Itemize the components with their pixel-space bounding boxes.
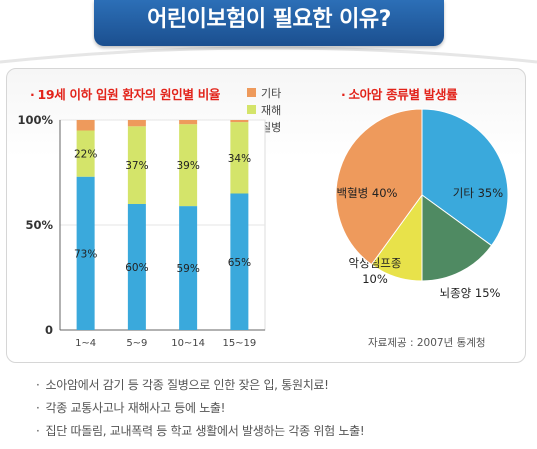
bar-data-label: 34% <box>228 153 251 165</box>
bar-segment <box>179 120 198 125</box>
bar-segment <box>76 120 95 131</box>
bar-segment <box>127 126 146 204</box>
bar-data-label: 22% <box>74 149 97 161</box>
bar-segment <box>230 120 249 123</box>
bar-segment <box>127 204 146 330</box>
pie-slice <box>421 194 493 282</box>
bar-segment <box>76 130 95 177</box>
pie-slice-label: 뇌종양 15% <box>440 286 501 300</box>
bar-data-label: 39% <box>176 160 199 172</box>
header-swoosh <box>0 46 537 64</box>
list-item: · 소아암에서 감기 등 각종 질병으로 인한 잦은 입, 통원치료! <box>36 378 329 392</box>
data-source: 자료제공 : 2007년 통계청 <box>368 337 486 349</box>
bar-data-label: 73% <box>74 248 97 260</box>
bar-y-tick-label: 100% <box>17 113 53 127</box>
legend-item-accident: 재해 <box>247 101 281 118</box>
header-title: 어린이보험이 필요한 이유? <box>147 7 391 32</box>
bar-data-label: 37% <box>125 160 148 172</box>
bar-x-tick-label: 10~14 <box>171 338 205 349</box>
bar-data-label: 59% <box>176 263 199 275</box>
bar-x-tick-label: 1~4 <box>75 338 96 349</box>
bar-segment <box>179 124 198 207</box>
bar-x-tick-label: 5~9 <box>126 338 147 349</box>
bar-x-tick-label: 15~19 <box>222 338 256 349</box>
reason-list: · 소아암에서 감기 등 각종 질병으로 인한 잦은 입, 통원치료! · 각종 교… <box>36 375 365 444</box>
list-item: · 집단 따돌림, 교내폭력 등 학교 생활에서 발생하는 각종 위험 노출! <box>36 424 365 438</box>
bar-segment <box>76 176 95 330</box>
pie-chart-title: · 소아암 종류별 발생률 <box>341 87 458 102</box>
bar-segment <box>179 206 198 330</box>
legend-swatch-accident <box>247 105 256 114</box>
page-header: 어린이보험이 필요한 이유? <box>94 0 444 46</box>
bar-segment <box>230 122 249 194</box>
pie-slice-label: 기타 35% <box>453 186 503 200</box>
bar-segment <box>230 193 249 330</box>
pie-slice <box>335 108 423 266</box>
bar-segment <box>127 120 146 127</box>
pie-slice-label: 악성림프종 <box>349 256 402 270</box>
pie-slice-label: 10% <box>362 272 388 286</box>
bar-y-tick-label: 50% <box>25 218 53 232</box>
list-item: · 각종 교통사고나 재해사고 등에 노출! <box>36 401 226 415</box>
legend-item-etc: 기타 <box>247 84 281 101</box>
bar-y-tick-label: 0 <box>45 323 53 337</box>
bar-chart-title: · 19세 이하 입원 환자의 원인별 비율 <box>30 87 221 102</box>
bar-data-label: 60% <box>125 262 148 274</box>
bar-data-label: 65% <box>228 257 251 269</box>
legend-swatch-etc <box>247 88 256 97</box>
pie-slice <box>421 108 509 247</box>
pie-slice-label: 백혈병 40% <box>337 186 398 200</box>
